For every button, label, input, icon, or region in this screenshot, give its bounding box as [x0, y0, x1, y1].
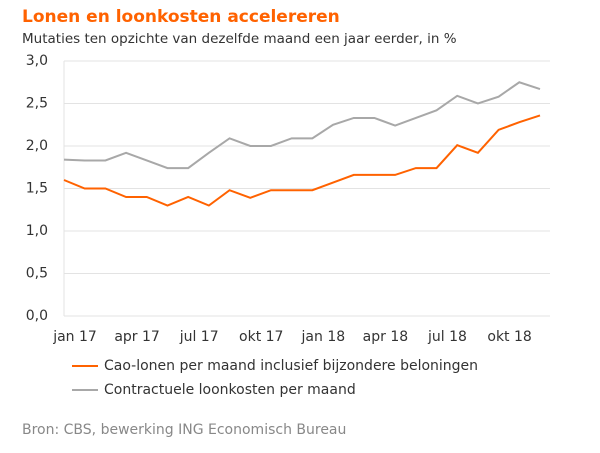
x-tick-label: okt 18: [487, 329, 531, 345]
y-tick-label: 3,0: [26, 53, 48, 69]
y-tick-label: 0,0: [26, 308, 48, 324]
x-tick-label: jul 18: [427, 329, 467, 345]
chart-subtitle: Mutaties ten opzichte van dezelfde maand…: [22, 31, 457, 47]
legend-label: Cao-lonen per maand inclusief bijzondere…: [104, 358, 478, 374]
x-tick-label: okt 17: [239, 329, 283, 345]
source: Bron: CBS, bewerking ING Economisch Bure…: [22, 422, 346, 438]
x-tick-label: apr 17: [114, 329, 160, 345]
series-line: [63, 81, 541, 170]
y-tick-label: 1,0: [26, 223, 48, 239]
x-tick-label: jan 18: [301, 329, 346, 345]
x-tick-label: apr 18: [363, 329, 409, 345]
y-tick-label: 2,0: [26, 138, 48, 154]
y-tick-label: 1,5: [26, 181, 48, 197]
y-tick-label: 0,5: [26, 266, 48, 282]
x-tick-label: jul 17: [179, 329, 219, 345]
chart-title: Lonen en loonkosten accelereren: [22, 7, 340, 27]
legend-label: Contractuele loonkosten per maand: [104, 382, 356, 398]
series-line: [63, 114, 541, 207]
x-tick-label: jan 17: [52, 329, 97, 345]
y-tick-label: 2,5: [26, 96, 48, 112]
